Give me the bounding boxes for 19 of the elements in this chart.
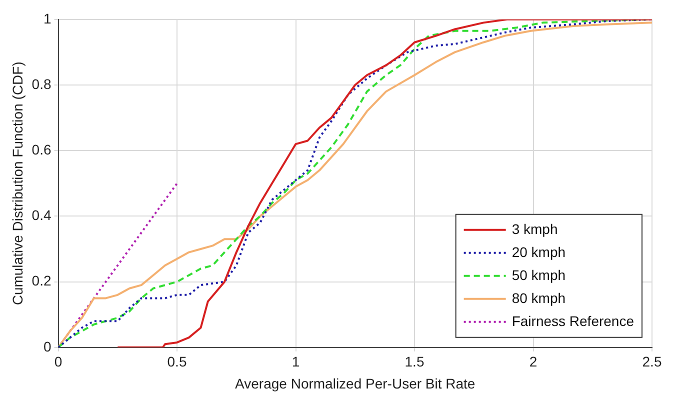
y-tick-label: 0 [43, 338, 52, 354]
legend-label: 50 kmph [512, 266, 566, 283]
x-tick-label: 1.5 [404, 354, 424, 370]
legend-label: 20 kmph [512, 244, 566, 260]
y-tick-label: 0.4 [32, 207, 52, 224]
y-tick-label: 1 [43, 10, 52, 26]
y-tick-label: 0.6 [32, 141, 52, 158]
legend-label: Fairness Reference [512, 312, 634, 329]
x-tick-label: 2 [529, 354, 538, 370]
legend-label: 80 kmph [512, 290, 566, 306]
x-tick-label: 0 [54, 354, 62, 370]
x-tick-label: 0.5 [167, 354, 187, 370]
y-tick-label: 0.2 [32, 272, 52, 289]
x-axis-title: Average Normalized Per-User Bit Rate [235, 375, 476, 392]
y-tick-label: 0.8 [32, 76, 52, 92]
x-tick-label: 1 [292, 354, 300, 370]
legend-label: 3 kmph [512, 220, 558, 237]
x-tick-label: 2.5 [642, 354, 662, 370]
y-axis-title: Cumulative Distribution Function (CDF) [9, 62, 26, 306]
